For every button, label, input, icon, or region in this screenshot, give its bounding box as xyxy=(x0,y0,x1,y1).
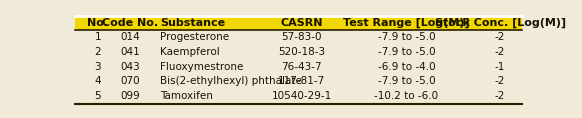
Text: 014: 014 xyxy=(120,32,140,42)
Text: -2: -2 xyxy=(495,76,505,86)
Text: Test Range [Log(M)]: Test Range [Log(M)] xyxy=(343,17,470,28)
Text: 2: 2 xyxy=(94,47,101,57)
Text: -7.9 to -5.0: -7.9 to -5.0 xyxy=(378,47,435,57)
Text: 10540-29-1: 10540-29-1 xyxy=(272,91,332,101)
Text: Code No.: Code No. xyxy=(102,18,158,28)
Text: 4: 4 xyxy=(94,76,101,86)
Text: -7.9 to -5.0: -7.9 to -5.0 xyxy=(378,32,435,42)
Text: -2: -2 xyxy=(495,91,505,101)
Text: 043: 043 xyxy=(120,62,140,72)
Text: -2: -2 xyxy=(495,47,505,57)
Text: No.: No. xyxy=(87,18,108,28)
Text: 5: 5 xyxy=(94,91,101,101)
Text: 1: 1 xyxy=(94,32,101,42)
Text: 117-81-7: 117-81-7 xyxy=(278,76,325,86)
Text: Bis(2-ethylhexyl) phthalate: Bis(2-ethylhexyl) phthalate xyxy=(160,76,302,86)
Text: 3: 3 xyxy=(94,62,101,72)
Text: 099: 099 xyxy=(120,91,140,101)
Text: Substance: Substance xyxy=(160,18,225,28)
Text: -2: -2 xyxy=(495,32,505,42)
Text: Kaempferol: Kaempferol xyxy=(160,47,220,57)
Text: Fluoxymestrone: Fluoxymestrone xyxy=(160,62,244,72)
Bar xyxy=(75,16,521,30)
Text: 520-18-3: 520-18-3 xyxy=(278,47,325,57)
Text: -6.9 to -4.0: -6.9 to -4.0 xyxy=(378,62,435,72)
Text: Stock Conc. [Log(M)]: Stock Conc. [Log(M)] xyxy=(435,17,566,28)
Text: 041: 041 xyxy=(120,47,140,57)
Text: Progesterone: Progesterone xyxy=(160,32,229,42)
Text: 070: 070 xyxy=(120,76,140,86)
Text: Tamoxifen: Tamoxifen xyxy=(160,91,213,101)
Text: -10.2 to -6.0: -10.2 to -6.0 xyxy=(374,91,439,101)
Text: -7.9 to -5.0: -7.9 to -5.0 xyxy=(378,76,435,86)
Text: -1: -1 xyxy=(495,62,505,72)
Text: 57-83-0: 57-83-0 xyxy=(282,32,322,42)
Text: 76-43-7: 76-43-7 xyxy=(281,62,322,72)
Text: CASRN: CASRN xyxy=(281,18,323,28)
